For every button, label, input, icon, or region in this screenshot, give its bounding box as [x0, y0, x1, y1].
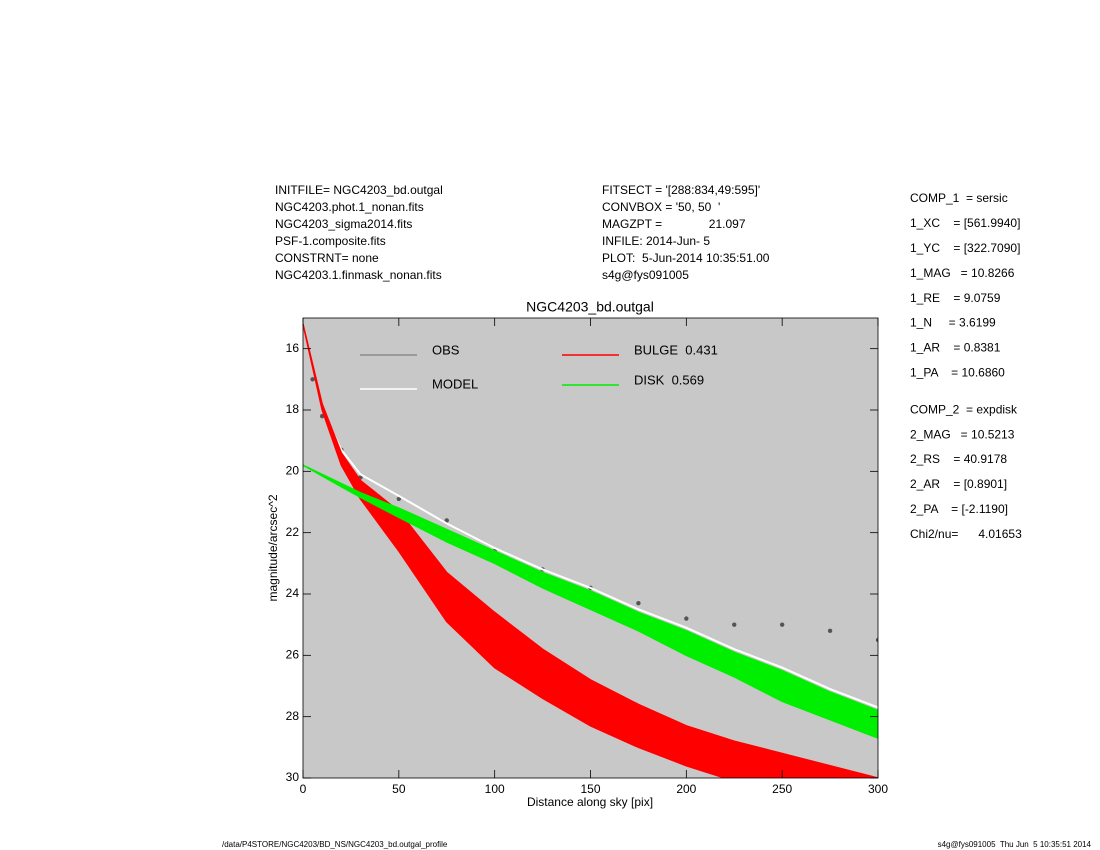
legend-label: BULGE 0.431	[634, 342, 718, 357]
fit-parameter: 1_RE = 9.0759	[910, 291, 1001, 305]
obs-point	[310, 377, 315, 382]
header-middle-line: s4g@fys091005	[602, 268, 689, 282]
y-axis-label: magnitude/arcsec^2	[266, 494, 280, 601]
x-tick-label: 100	[485, 782, 505, 796]
y-tick-label: 18	[286, 402, 300, 416]
fit-parameter: 2_PA = [-2.1190]	[910, 502, 1008, 516]
fit-parameter: COMP_1 = sersic	[910, 191, 1008, 205]
y-tick-label: 24	[286, 586, 300, 600]
header-left-line: NGC4203.phot.1_nonan.fits	[275, 200, 424, 214]
fit-parameter: 2_AR = [0.8901]	[910, 477, 1007, 491]
legend-label: OBS	[432, 342, 460, 357]
header-middle-line: CONVBOX = '50, 50 '	[602, 200, 720, 214]
fit-parameter: 1_XC = [561.9940]	[910, 216, 1020, 230]
footer-left: /data/P4STORE/NGC4203/BD_NS/NGC4203_bd.o…	[222, 840, 448, 849]
obs-point	[875, 637, 878, 643]
y-tick-label: 28	[286, 709, 300, 723]
model-line	[321, 409, 878, 709]
fit-parameter: 2_MAG = 10.5213	[910, 427, 1015, 441]
obs-point	[684, 616, 689, 621]
header-left-line: CONSTRNT= none	[275, 251, 379, 265]
y-tick-label: 20	[286, 464, 300, 478]
x-tick-label: 300	[868, 782, 888, 796]
plot-data	[303, 323, 878, 778]
obs-point	[396, 496, 402, 502]
fit-parameter: COMP_2 = expdisk	[910, 402, 1018, 416]
y-tick-label: 16	[286, 341, 300, 355]
header-middle-line: MAGZPT = 21.097	[602, 217, 746, 231]
chart-title: NGC4203_bd.outgal	[526, 299, 654, 315]
header-middle-line: FITSECT = '[288:834,49:595]'	[602, 183, 760, 197]
obs-point	[444, 518, 449, 523]
x-tick-label: 250	[772, 782, 792, 796]
header-left-line: PSF-1.composite.fits	[275, 234, 386, 248]
fit-parameter: Chi2/nu= 4.01653	[910, 527, 1022, 541]
obs-point	[636, 601, 641, 606]
header-left-line: INITFILE= NGC4203_bd.outgal	[275, 183, 443, 197]
legend-label: MODEL	[432, 376, 478, 391]
x-tick-label: 0	[300, 782, 307, 796]
component-band	[303, 464, 878, 739]
fit-parameter: 1_MAG = 10.8266	[910, 266, 1015, 280]
y-tick-label: 30	[286, 770, 300, 784]
fit-parameter: 2_RS = 40.9178	[910, 452, 1007, 466]
header-left-line: NGC4203.1.finmask_nonan.fits	[275, 268, 442, 282]
fit-parameter: 1_PA = 10.6860	[910, 365, 1005, 379]
header-left-line: NGC4203_sigma2014.fits	[275, 217, 412, 231]
y-tick-label: 22	[286, 525, 300, 539]
fit-parameter: 1_AR = 0.8381	[910, 341, 1001, 355]
obs-point	[827, 628, 833, 633]
x-tick-label: 50	[392, 782, 406, 796]
fit-parameter: 1_YC = [322.7090]	[910, 241, 1020, 255]
y-tick-label: 26	[286, 648, 300, 662]
header-middle-line: INFILE: 2014-Jun- 5	[602, 234, 710, 248]
obs-point	[779, 622, 785, 627]
footer-right: s4g@fys091005 Thu Jun 5 10:35:51 2014	[938, 840, 1092, 849]
legend-label: DISK 0.569	[634, 372, 704, 387]
x-tick-label: 200	[676, 782, 696, 796]
x-tick-label: 150	[580, 782, 600, 796]
fit-parameter: 1_N = 3.6199	[910, 316, 996, 330]
header-middle-line: PLOT: 5-Jun-2014 10:35:51.00	[602, 251, 770, 265]
obs-point	[732, 622, 737, 627]
x-axis-label: Distance along sky [pix]	[527, 795, 653, 809]
